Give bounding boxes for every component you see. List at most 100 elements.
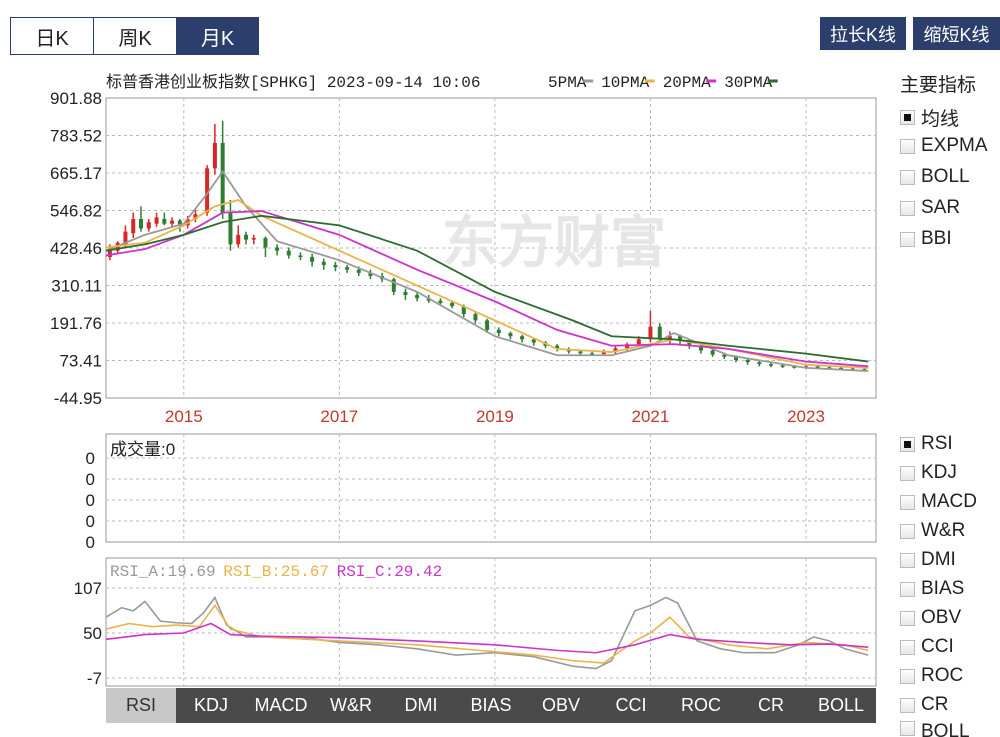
option-kdj[interactable]: KDJ <box>900 462 957 484</box>
main-grid <box>106 98 876 398</box>
option-cr[interactable]: CR <box>900 694 948 716</box>
checkbox[interactable] <box>900 697 915 713</box>
option-rsi[interactable]: RSI <box>900 433 953 455</box>
candle-body <box>485 320 490 330</box>
btab-boll[interactable]: BOLL <box>817 695 865 715</box>
x-tick-label: 2015 <box>165 407 203 426</box>
checkbox[interactable] <box>900 138 915 154</box>
rsi-panel-frame <box>105 557 877 687</box>
candle-body <box>131 218 136 234</box>
candle-body <box>636 339 641 345</box>
candle-body <box>473 314 478 321</box>
candle-body <box>220 142 225 213</box>
btab-obv[interactable]: OBV <box>541 695 580 715</box>
ma10-line <box>105 199 869 369</box>
option-expma[interactable]: EXPMA <box>900 135 988 157</box>
btab-dmi[interactable]: DMI <box>404 695 438 715</box>
candle-body <box>212 142 217 169</box>
candle-body <box>531 339 536 343</box>
btab-cr[interactable]: CR <box>758 695 784 715</box>
btab-wr[interactable]: W&R <box>330 695 372 715</box>
checkbox[interactable] <box>900 721 915 736</box>
option-bbi[interactable]: BBI <box>900 228 952 250</box>
checkbox[interactable] <box>900 581 915 597</box>
shorten-candles-button[interactable]: 缩短K线 <box>913 17 1000 50</box>
rsi-legend: RSI_A:19.69 RSI_B:25.67 RSI_C:29.42 <box>110 563 442 581</box>
candle-body <box>699 345 703 351</box>
option-cci[interactable]: CCI <box>900 636 954 658</box>
btab-rsi[interactable]: RSI <box>106 688 176 723</box>
option-wr[interactable]: W&R <box>900 520 965 542</box>
legend-label: 10PMA <box>601 74 649 92</box>
y-tick-label: 310.11 <box>51 277 102 296</box>
candle-body <box>415 295 420 299</box>
checkbox[interactable] <box>900 610 915 626</box>
legend-label: 20PMA <box>663 74 711 92</box>
rsi-grid <box>106 558 876 686</box>
candle-body <box>193 214 198 219</box>
option-boll[interactable]: BOLL <box>900 166 970 188</box>
lengthen-candles-button[interactable]: 拉长K线 <box>820 17 906 50</box>
checkbox[interactable] <box>900 436 915 452</box>
candle-body <box>123 231 128 245</box>
candle-body <box>745 359 750 363</box>
candle-body <box>310 257 315 262</box>
checkbox[interactable] <box>900 231 915 247</box>
option-macd[interactable]: MACD <box>900 491 977 513</box>
tab-week[interactable]: 周K <box>93 17 176 55</box>
option-label: BOLL <box>921 721 970 737</box>
y-tick-label: 107 <box>74 579 102 598</box>
option-ma[interactable]: 均线 <box>900 104 959 131</box>
checkbox[interactable] <box>900 552 915 568</box>
rsi-line <box>105 595 869 670</box>
option-roc[interactable]: ROC <box>900 665 963 687</box>
legend-label: 5PMA <box>548 74 587 92</box>
x-tick-label: 2019 <box>476 407 514 426</box>
candle-body <box>862 369 867 371</box>
tab-month[interactable]: 月K <box>176 17 259 55</box>
rsi-y-ticks: 107 50 -7 <box>74 579 102 688</box>
candlesticks <box>107 120 867 372</box>
candle-body <box>146 222 151 229</box>
option-label: ROC <box>921 665 964 686</box>
main-y-ticks: 901.88 783.52 665.17 546.82 428.46 310.11 191.… <box>50 89 102 408</box>
candle-body <box>345 267 350 270</box>
option-bias[interactable]: BIAS <box>900 578 964 600</box>
checkbox[interactable] <box>900 200 915 216</box>
option-label: EXPMA <box>921 135 988 156</box>
option-dmi[interactable]: DMI <box>900 549 956 571</box>
checkbox[interactable] <box>900 169 915 185</box>
moving-average-lines <box>105 169 869 372</box>
checkbox[interactable] <box>900 465 915 481</box>
checkbox[interactable] <box>900 668 915 684</box>
candle-body <box>815 366 820 368</box>
candle-body <box>734 356 738 360</box>
ma30-line <box>105 214 869 363</box>
candle-body <box>450 302 455 307</box>
btab-roc[interactable]: ROC <box>681 695 721 715</box>
option-label: DMI <box>921 549 956 570</box>
candle-body <box>578 351 583 354</box>
btab-cci[interactable]: CCI <box>615 695 647 715</box>
checkbox[interactable] <box>900 110 915 125</box>
candle-body <box>792 366 797 368</box>
option-obv[interactable]: OBV <box>900 607 961 629</box>
checkbox[interactable] <box>900 523 915 539</box>
main-x-ticks: 2015 2017 2019 2021 2023 <box>165 407 825 426</box>
option-sar[interactable]: SAR <box>900 197 960 219</box>
option-boll-sub[interactable]: BOLL <box>900 721 970 737</box>
btab-macd[interactable]: MACD <box>254 695 308 715</box>
checkbox[interactable] <box>900 494 915 510</box>
tab-day[interactable]: 日K <box>10 17 93 55</box>
checkbox[interactable] <box>900 639 915 655</box>
candle-body <box>263 238 268 248</box>
btab-bias[interactable]: BIAS <box>470 695 512 715</box>
candle-body <box>710 350 715 355</box>
option-label: BOLL <box>921 166 970 187</box>
option-label: BIAS <box>921 578 965 599</box>
btab-kdj[interactable]: KDJ <box>193 695 228 715</box>
option-label: BBI <box>921 228 952 249</box>
y-tick-label: 0 <box>86 449 95 468</box>
y-tick-label: 901.88 <box>50 89 102 108</box>
candle-body <box>613 348 618 353</box>
